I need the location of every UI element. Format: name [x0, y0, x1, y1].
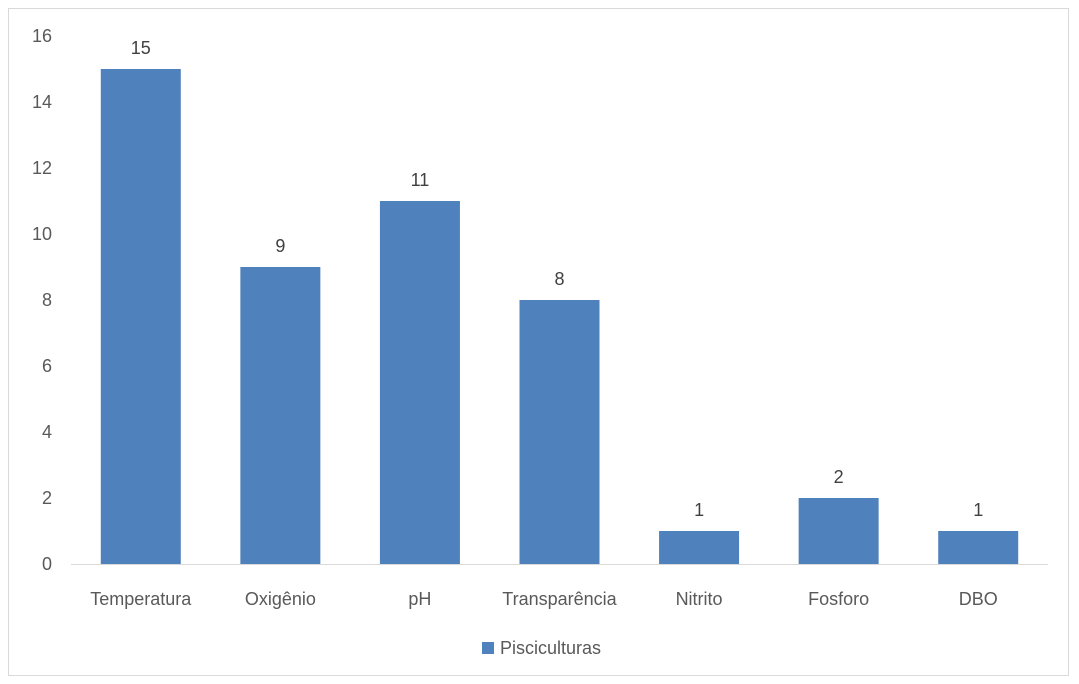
bar-ph — [379, 201, 460, 564]
y-tick-label: 10 — [32, 224, 52, 244]
legend-label: Pisciculturas — [500, 638, 601, 658]
y-tick-label: 6 — [42, 356, 52, 376]
bar-transparencia — [519, 300, 600, 564]
data-label: 2 — [834, 467, 844, 487]
x-axis-tick-labels: Temperatura Oxigênio pH Transparência Nitrit… — [90, 589, 997, 609]
y-tick-label: 8 — [42, 290, 52, 310]
bar-nitrito — [659, 531, 740, 564]
legend-swatch — [482, 642, 494, 654]
y-axis-tick-labels: 0 2 4 6 8 10 12 14 16 — [32, 26, 52, 574]
data-label: 1 — [694, 500, 704, 520]
x-tick-label: Nitrito — [676, 589, 723, 609]
data-label: 1 — [973, 500, 983, 520]
data-labels: 15 9 11 8 1 2 1 — [131, 38, 983, 520]
x-tick-label: pH — [408, 589, 431, 609]
bar-dbo — [938, 531, 1019, 564]
y-tick-label: 2 — [42, 488, 52, 508]
bar-oxigenio — [240, 267, 321, 564]
data-label: 9 — [275, 236, 285, 256]
bars — [100, 69, 1019, 564]
bar-fosforo — [798, 498, 879, 564]
data-label: 8 — [554, 269, 564, 289]
data-label: 15 — [131, 38, 151, 58]
y-tick-label: 12 — [32, 158, 52, 178]
x-tick-label: DBO — [959, 589, 998, 609]
x-tick-label: Transparência — [502, 589, 617, 609]
y-tick-label: 14 — [32, 92, 52, 112]
y-tick-label: 16 — [32, 26, 52, 46]
data-label: 11 — [411, 170, 430, 190]
x-tick-label: Oxigênio — [245, 589, 316, 609]
legend: Pisciculturas — [482, 638, 601, 658]
x-tick-label: Temperatura — [90, 589, 192, 609]
y-tick-label: 4 — [42, 422, 52, 442]
x-tick-label: Fosforo — [808, 589, 869, 609]
y-tick-label: 0 — [42, 554, 52, 574]
bar-temperatura — [100, 69, 181, 564]
